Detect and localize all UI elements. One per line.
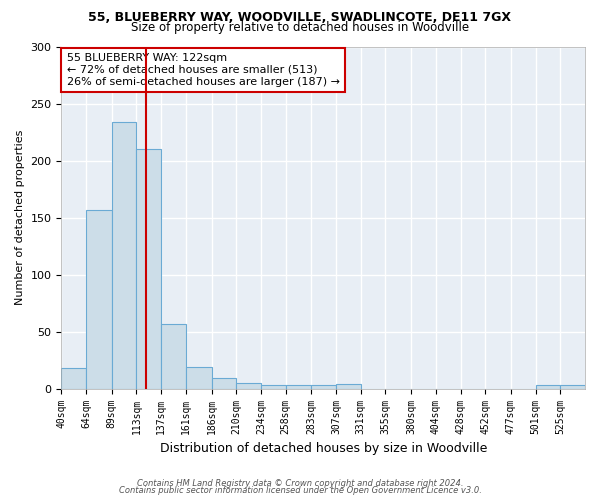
Bar	[336, 384, 361, 388]
Bar	[560, 386, 585, 388]
Bar	[261, 386, 286, 388]
Bar	[236, 383, 261, 388]
Bar	[186, 367, 212, 388]
X-axis label: Distribution of detached houses by size in Woodville: Distribution of detached houses by size …	[160, 442, 487, 455]
Bar	[112, 122, 136, 388]
Bar	[212, 378, 236, 388]
Bar	[61, 368, 86, 388]
Bar	[161, 324, 186, 388]
Text: Contains HM Land Registry data © Crown copyright and database right 2024.: Contains HM Land Registry data © Crown c…	[137, 478, 463, 488]
Bar	[86, 210, 112, 388]
Bar	[136, 149, 161, 388]
Text: Size of property relative to detached houses in Woodville: Size of property relative to detached ho…	[131, 21, 469, 34]
Bar	[311, 386, 336, 388]
Text: 55, BLUEBERRY WAY, WOODVILLE, SWADLINCOTE, DE11 7GX: 55, BLUEBERRY WAY, WOODVILLE, SWADLINCOT…	[89, 11, 511, 24]
Text: 55 BLUEBERRY WAY: 122sqm
← 72% of detached houses are smaller (513)
26% of semi-: 55 BLUEBERRY WAY: 122sqm ← 72% of detach…	[67, 54, 340, 86]
Bar	[286, 386, 311, 388]
Bar	[536, 386, 560, 388]
Y-axis label: Number of detached properties: Number of detached properties	[15, 130, 25, 306]
Text: Contains public sector information licensed under the Open Government Licence v3: Contains public sector information licen…	[119, 486, 481, 495]
